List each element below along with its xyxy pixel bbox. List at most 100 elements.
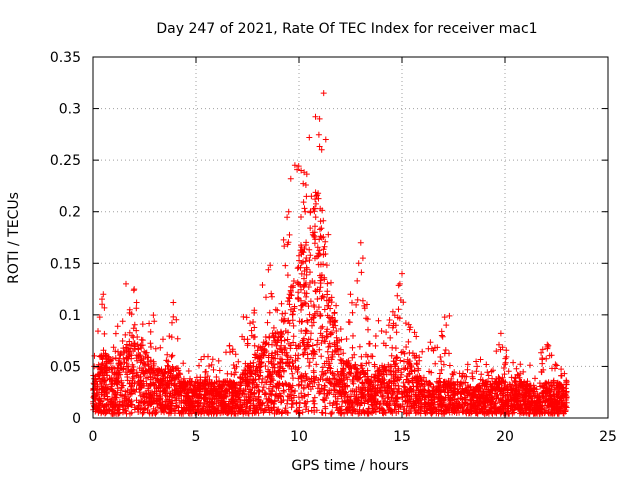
data-point [384, 400, 391, 407]
data-point [264, 319, 271, 326]
data-point [274, 380, 281, 387]
data-point [217, 384, 224, 391]
data-point [544, 341, 551, 348]
data-point [539, 360, 546, 367]
data-point [117, 352, 124, 359]
data-point [308, 193, 315, 200]
data-point [331, 386, 338, 393]
data-point [141, 348, 148, 355]
data-point [358, 269, 365, 276]
data-point [432, 344, 438, 351]
data-point [337, 373, 343, 379]
data-point [325, 231, 332, 238]
data-point [129, 361, 136, 368]
data-point [100, 291, 107, 298]
data-point [298, 390, 305, 397]
data-point [441, 314, 448, 321]
data-point [521, 379, 527, 386]
data-point [316, 381, 322, 388]
data-point [416, 357, 423, 364]
data-point [417, 403, 424, 410]
data-point [147, 380, 154, 387]
data-point [551, 393, 558, 400]
data-point [440, 361, 447, 368]
data-point [262, 334, 269, 340]
data-point [208, 381, 214, 388]
data-point [374, 389, 381, 396]
data-point [127, 345, 134, 352]
grid [93, 57, 608, 418]
data-point [99, 301, 106, 308]
data-point [327, 305, 334, 312]
data-point [288, 404, 295, 411]
data-point [513, 398, 520, 405]
data-point [420, 392, 427, 399]
data-point [171, 381, 178, 388]
data-point [274, 407, 281, 414]
data-point [278, 393, 284, 400]
data-point [353, 301, 360, 308]
data-point [133, 305, 140, 312]
data-point [240, 391, 246, 398]
data-point [334, 395, 341, 402]
data-point [545, 342, 552, 349]
data-point [157, 396, 164, 403]
data-point [312, 351, 318, 358]
data-point [367, 409, 374, 416]
data-point [235, 358, 242, 365]
data-point [115, 404, 122, 410]
data-point [528, 393, 535, 400]
data-point [548, 382, 555, 389]
data-point [320, 217, 327, 224]
data-point [195, 408, 202, 415]
data-point [395, 402, 402, 409]
data-point [362, 386, 369, 393]
data-point [297, 247, 304, 254]
y-tick-label: 0 [72, 411, 81, 427]
data-point [157, 402, 163, 409]
data-point [433, 389, 440, 396]
data-point [447, 395, 454, 402]
data-point [102, 377, 109, 384]
data-point [523, 390, 530, 397]
data-point [122, 369, 129, 376]
data-point [237, 396, 243, 403]
data-point [401, 383, 408, 390]
data-point [411, 404, 418, 411]
data-point [482, 394, 489, 401]
data-point [112, 330, 119, 337]
data-point [187, 375, 193, 382]
data-point [265, 395, 272, 402]
data-point [229, 346, 236, 353]
data-point [464, 361, 471, 368]
data-point [185, 368, 192, 374]
data-point [380, 410, 387, 417]
data-point [512, 381, 519, 388]
data-point [340, 372, 347, 378]
data-point [318, 295, 325, 302]
data-point [447, 401, 454, 408]
data-point [319, 207, 326, 214]
data-point [312, 214, 319, 221]
data-point [369, 405, 376, 412]
data-point [246, 364, 253, 371]
data-point [282, 310, 289, 317]
data-point [287, 306, 294, 313]
data-point [317, 312, 324, 319]
data-point [478, 371, 485, 378]
data-point [303, 264, 310, 271]
data-point [338, 410, 345, 417]
data-point [351, 388, 358, 395]
data-point [130, 387, 137, 394]
data-point [284, 353, 291, 360]
data-point [443, 407, 449, 414]
data-point [388, 408, 395, 414]
data-point [455, 395, 461, 402]
x-tick-label: 10 [290, 429, 308, 445]
data-point [305, 391, 312, 398]
data-point [488, 393, 495, 400]
data-point [312, 189, 319, 196]
data-point [391, 312, 398, 319]
data-point [454, 378, 461, 385]
data-point [271, 337, 278, 344]
